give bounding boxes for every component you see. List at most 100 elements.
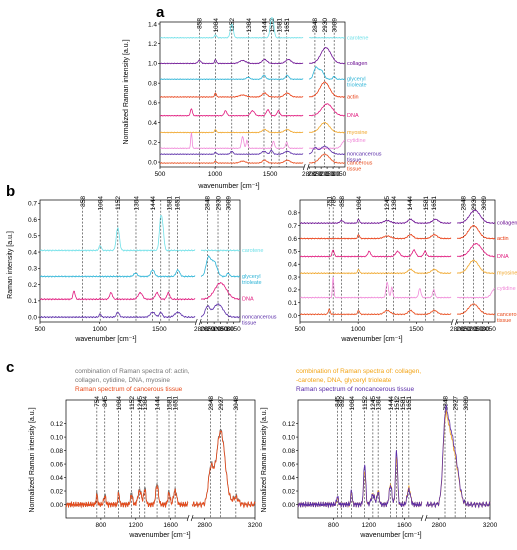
x-tick-label: 500	[35, 326, 46, 333]
y-tick-label: 1.2	[148, 41, 157, 48]
yaxis-title-a: Normalized Raman intensity [a.u.]	[123, 39, 130, 144]
yaxis-title-b: Raman intensity [a.u.]	[7, 231, 14, 299]
peak-label: 1651	[172, 396, 179, 411]
series-label-glyceryl_trioleate-line2: trioleate	[242, 280, 262, 286]
series-label-cytidine: cytidine	[497, 286, 516, 292]
peak-label: 2848	[461, 196, 468, 211]
y-tick-label: 0.2	[28, 282, 37, 289]
y-tick-label: 1.0	[148, 61, 157, 68]
y-tick-label: 0.0	[148, 159, 157, 166]
series-label-carotene: carotene	[347, 35, 368, 41]
axis-break-mask	[304, 164, 309, 170]
peak-label: 2848	[205, 196, 212, 211]
yaxis-title-c-right: Normalized Raman intensity [a.u.]	[261, 407, 268, 512]
peak-label: 2930	[471, 196, 478, 211]
panel-c-left-plot: 0.00 0.02 0.04 0.06 0.08 0.10 0.12 800 1200 1600 2…	[50, 396, 262, 529]
axis-break-mark	[306, 163, 310, 171]
panel-b-right-plot: 0.0 0.1 0.2 0.3 0.4 0.5 0.6 0.7 0.8 500 1000 1500 28…	[288, 196, 517, 333]
yaxis-title-c-left: Normalized Raman intensity [a.u.]	[29, 407, 36, 512]
series-label-collagen: collagen	[347, 61, 368, 67]
panel-label-c: c	[6, 359, 14, 376]
y-tick-label: 0.02	[50, 488, 63, 495]
axis-break-mark	[424, 514, 428, 522]
peak-label: 1512	[394, 396, 401, 411]
x-tick-label: 2800	[194, 326, 209, 333]
y-tick-label: 0.0	[288, 313, 297, 320]
peak-label: 2848	[208, 396, 215, 411]
peak-label: 1004	[97, 196, 104, 211]
peak-label: 2848	[442, 396, 449, 411]
x-tick-label: 3200	[483, 522, 498, 529]
y-tick-label: 0.12	[282, 421, 295, 428]
series-line-carotene	[159, 17, 345, 39]
legend-cancerous: Raman spectrum of cancerous tissue	[75, 386, 183, 393]
x-tick-label: 3050	[226, 326, 241, 333]
plot-frame	[299, 199, 496, 323]
x-tick-label: 1500	[409, 326, 424, 333]
y-tick-label: 0.04	[282, 475, 295, 482]
peak-label: 1304	[133, 196, 140, 211]
legend-combination-right-line2: -carotene, DNA, glyceryl trioleate	[296, 377, 392, 384]
x-tick-label: 800	[328, 522, 339, 529]
peak-label: 3009	[481, 196, 488, 211]
series-label-noncancerous: noncancerous	[347, 152, 382, 158]
y-tick-label: 0.7	[288, 223, 297, 230]
plot-frame	[297, 399, 491, 519]
peak-label: 1152	[129, 396, 136, 410]
peak-label: 1004	[213, 18, 220, 33]
x-tick-label: 3000	[220, 326, 235, 333]
plot-frame	[39, 199, 241, 323]
y-tick-label: 0.00	[50, 502, 63, 509]
peak-label: 1581	[276, 18, 283, 33]
y-tick-label: 0.5	[28, 233, 37, 240]
series-line-noncancerous	[297, 404, 491, 509]
x-tick-label: 2950	[320, 171, 335, 178]
x-tick-label: 3200	[248, 522, 263, 529]
series-label-collagen: collagen	[497, 221, 517, 227]
xaxis-title-b-left: wavenumber [cm⁻¹]	[74, 336, 136, 343]
series-line-glyceryl_trioleate	[159, 66, 345, 81]
axis-break-mask	[452, 319, 457, 325]
axis-break-mark	[450, 318, 454, 326]
axis-break-mark	[186, 514, 190, 522]
legend-combination-line2: collagen, cytidine, DNA, myosine	[75, 377, 170, 384]
peak-label: 1444	[261, 18, 268, 33]
peak-label: 858	[339, 196, 346, 207]
x-tick-label: 2950	[469, 326, 484, 333]
y-tick-label: 0.3	[28, 266, 37, 273]
y-tick-label: 0.00	[282, 502, 295, 509]
series-label-cancerous: cancerous	[347, 161, 373, 167]
peak-label: 892	[339, 396, 346, 407]
plot-frame	[159, 21, 346, 168]
axis-break-mask	[188, 515, 193, 521]
xaxis-title-b-right: wavenumber [cm⁻¹]	[340, 336, 402, 343]
peak-label: 1581	[423, 196, 430, 211]
y-tick-label: 0.3	[288, 274, 297, 281]
series-line-dna	[39, 282, 240, 301]
peak-label: 1512	[269, 18, 276, 33]
axis-break-mark	[420, 514, 424, 522]
peak-label: 1444	[407, 196, 414, 211]
peak-label: 3048	[233, 396, 240, 411]
y-tick-label: 0.08	[282, 448, 295, 455]
peak-label: 3009	[331, 18, 338, 33]
x-tick-label: 1500	[152, 326, 167, 333]
x-tick-label: 2800	[432, 522, 447, 529]
peak-label: 1004	[116, 396, 123, 411]
series-line-noncancerous	[159, 145, 345, 156]
y-tick-label: 0.8	[148, 80, 157, 87]
peak-label: 751	[326, 196, 333, 207]
xaxis-title-c-right: wavenumber [cm⁻¹]	[359, 532, 421, 539]
y-tick-label: 1.4	[148, 21, 157, 28]
y-tick-label: 0.6	[28, 217, 37, 224]
peak-label: 2927	[218, 396, 225, 411]
panel-label-b: b	[6, 183, 15, 200]
y-tick-label: 0.7	[28, 201, 37, 208]
series-line-myosine	[299, 259, 495, 275]
x-tick-label: 1000	[351, 326, 366, 333]
peak-label: 1245	[370, 396, 377, 411]
peak-label: 1444	[150, 196, 157, 211]
